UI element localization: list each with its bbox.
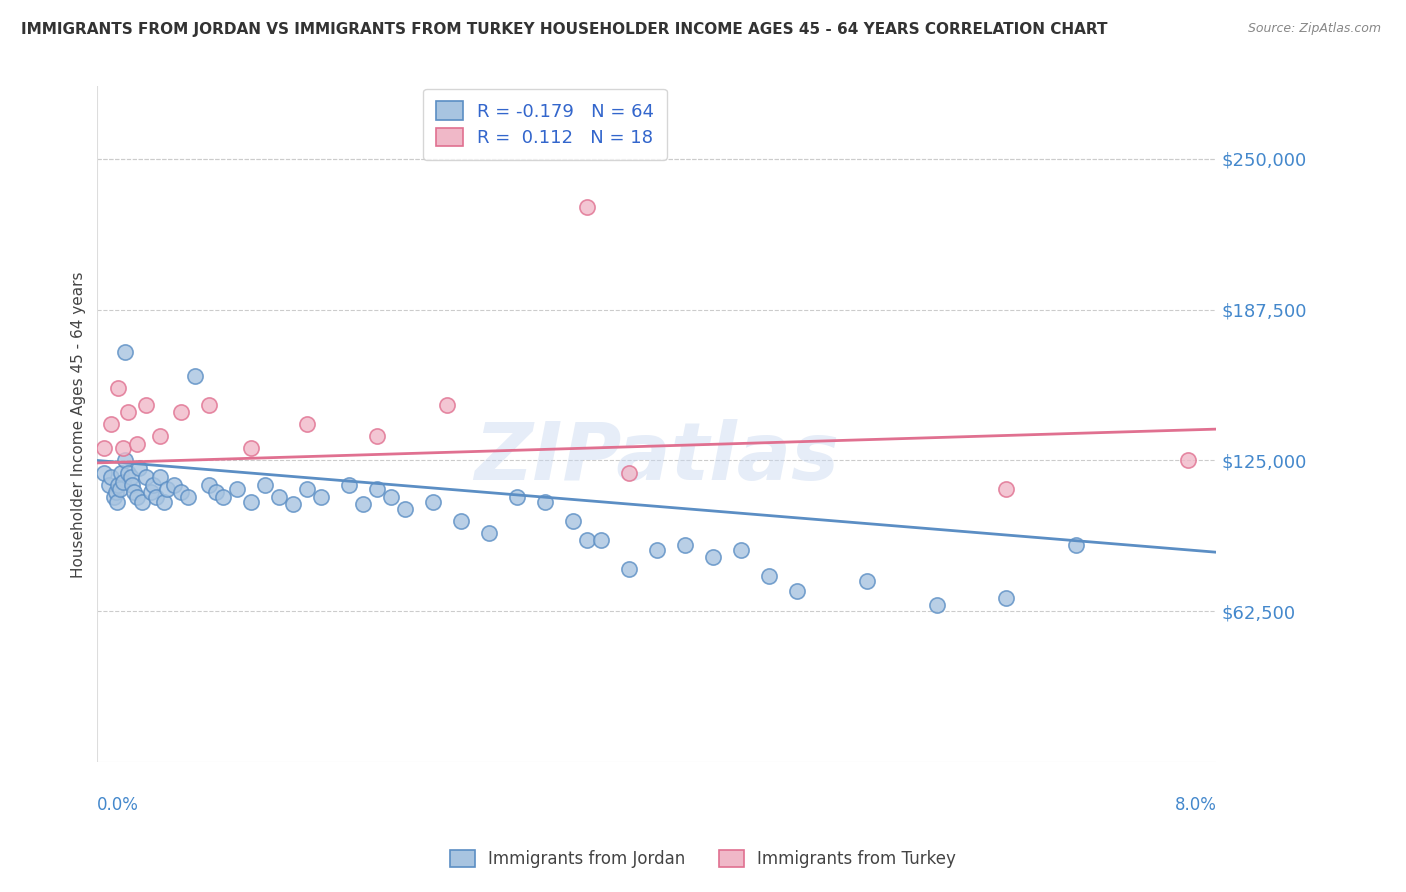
Point (105, 494, 128, 508)
Point (131, 494, 153, 508)
Point (366, 429, 388, 443)
Point (758, 569, 780, 583)
Point (128, 460, 150, 475)
Text: 0.0%: 0.0% (97, 796, 139, 814)
Point (436, 398, 458, 412)
Point (786, 583, 808, 598)
Point (450, 514, 472, 528)
Point (97, 477, 120, 491)
Text: 8.0%: 8.0% (1174, 796, 1216, 814)
Point (269, 490, 291, 504)
Point (122, 484, 145, 499)
Point (163, 477, 186, 491)
Legend: R = -0.179   N = 64, R =  0.112   N = 18: R = -0.179 N = 64, R = 0.112 N = 18 (423, 88, 666, 160)
Point (617, 466, 640, 480)
Point (117, 405, 139, 419)
Point (100, 417, 122, 432)
Point (1177, 453, 1199, 467)
Point (114, 344, 136, 359)
Point (995, 483, 1018, 497)
Point (925, 599, 948, 613)
Point (198, 477, 221, 491)
Point (100, 470, 122, 484)
Point (645, 542, 668, 557)
Point (561, 514, 583, 528)
Point (702, 549, 724, 564)
Point (295, 417, 318, 432)
Point (855, 574, 877, 589)
Point (93, 442, 115, 456)
Point (575, 533, 598, 548)
Point (422, 494, 444, 508)
Point (114, 453, 136, 467)
Point (226, 483, 249, 497)
Point (617, 562, 640, 576)
Point (135, 398, 157, 412)
Point (295, 483, 318, 497)
Point (104, 484, 127, 499)
Point (309, 490, 332, 504)
Point (149, 429, 172, 443)
Point (107, 477, 129, 491)
Point (380, 490, 402, 504)
Point (125, 490, 148, 504)
Point (352, 497, 374, 511)
Text: IMMIGRANTS FROM JORDAN VS IMMIGRANTS FROM TURKEY HOUSEHOLDER INCOME AGES 45 - 64: IMMIGRANTS FROM JORDAN VS IMMIGRANTS FRO… (21, 22, 1108, 37)
Point (198, 398, 221, 412)
Point (205, 484, 228, 499)
Point (184, 369, 207, 384)
Point (103, 490, 125, 504)
Point (170, 405, 193, 419)
Point (121, 477, 143, 491)
Point (240, 442, 263, 456)
Point (108, 483, 131, 497)
Point (170, 484, 193, 499)
Point (730, 542, 752, 557)
Point (142, 477, 165, 491)
Point (110, 466, 132, 480)
Point (283, 497, 305, 511)
Point (212, 490, 235, 504)
Point (589, 533, 612, 548)
Point (120, 470, 142, 484)
Point (995, 591, 1018, 605)
Point (145, 490, 167, 504)
Point (111, 442, 134, 456)
Text: Source: ZipAtlas.com: Source: ZipAtlas.com (1247, 22, 1381, 36)
Point (478, 525, 501, 540)
Point (534, 494, 557, 508)
Point (394, 501, 416, 516)
Point (337, 477, 360, 491)
Point (506, 490, 529, 504)
Point (156, 483, 179, 497)
Point (117, 466, 139, 480)
Point (111, 475, 134, 490)
Point (107, 381, 129, 395)
Y-axis label: Householder Income Ages 45 - 64 years: Householder Income Ages 45 - 64 years (72, 271, 86, 577)
Point (1066, 538, 1088, 552)
Point (153, 494, 176, 508)
Text: ZIPatlas: ZIPatlas (474, 419, 839, 497)
Legend: Immigrants from Jordan, Immigrants from Turkey: Immigrants from Jordan, Immigrants from … (441, 842, 965, 877)
Point (135, 470, 157, 484)
Point (254, 477, 277, 491)
Point (366, 483, 388, 497)
Point (125, 436, 148, 450)
Point (139, 484, 162, 499)
Point (177, 490, 200, 504)
Point (149, 470, 172, 484)
Point (673, 538, 696, 552)
Point (575, 200, 598, 214)
Point (93, 466, 115, 480)
Point (240, 494, 263, 508)
